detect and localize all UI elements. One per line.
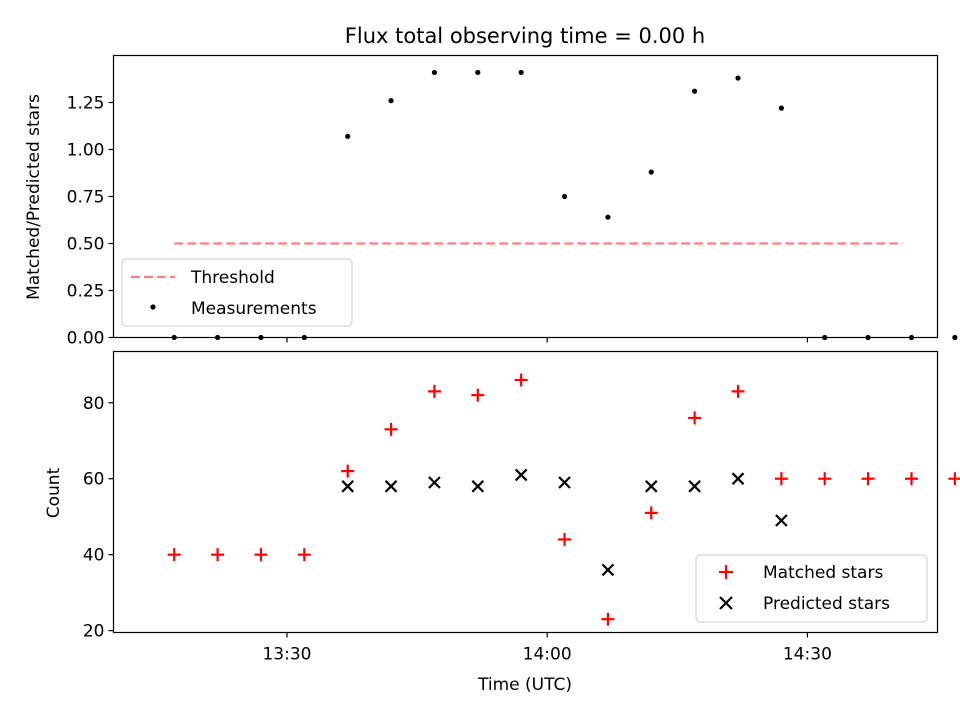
measurement-point (692, 88, 698, 94)
measurements-legend-label: Measurements (191, 299, 317, 319)
count-x-tick-label: 14:00 (523, 645, 572, 665)
chart-title: Flux total observing time = 0.00 h (345, 24, 705, 48)
matched-star-point (904, 472, 918, 486)
ratio-x-ticks (286, 337, 808, 343)
matched-star-point (384, 422, 398, 436)
ratio-legend-box (121, 258, 353, 327)
ratio-y-axis-label: Matched/Predicted stars (24, 94, 44, 300)
ratio-y-ticks: 0.00 0.25 0.50 0.75 1.00 1.25 (67, 94, 114, 349)
ratio-y-tick-label: 1.25 (67, 94, 105, 114)
matched-legend-label: Matched stars (763, 563, 883, 583)
count-panel-frame (112, 350, 939, 634)
predicted-star-point (601, 563, 615, 577)
count-x-tick-label: 14:30 (783, 645, 832, 665)
measurement-point (605, 214, 611, 220)
x-axis-label: Time (UTC) (477, 675, 572, 695)
ratio-y-tick-label: 1.00 (67, 141, 105, 161)
measurement-point (952, 334, 958, 341)
ratio-panel: 0.00 0.25 0.50 0.75 1.00 1.25 Matched/Predict… (24, 54, 958, 349)
measurements-legend-swatch (150, 304, 156, 310)
matched-star-point (818, 472, 832, 486)
count-plot-area (167, 373, 960, 626)
matched-star-point (471, 388, 485, 402)
matched-star-point (558, 532, 572, 546)
predicted-star-point (514, 468, 528, 482)
count-x-tick-label: 13:30 (262, 645, 311, 665)
ratio-y-tick-label: 0.75 (67, 188, 105, 208)
matched-legend-swatch (719, 565, 733, 579)
predicted-star-point (558, 476, 571, 489)
matched-star-point (688, 411, 702, 425)
count-y-tick-label: 40 (83, 546, 105, 566)
count-y-axis-label: Count (44, 467, 64, 518)
predicted-star-point (644, 480, 658, 493)
count-y-tick-label: 20 (83, 622, 105, 642)
ratio-y-tick-label: 0.25 (67, 282, 105, 302)
matched-star-point (601, 612, 615, 626)
ratio-plot-area (171, 69, 958, 341)
measurement-point (388, 98, 394, 104)
predicted-legend-swatch (719, 596, 733, 610)
predicted-star-point (471, 480, 485, 493)
measurement-point (735, 75, 741, 81)
matched-star-point (514, 373, 528, 387)
threshold-legend-label: Threshold (190, 268, 275, 288)
matched-star-point (341, 464, 355, 478)
predicted-star-point (731, 472, 745, 485)
predicted-star-point (384, 480, 398, 493)
matched-star-point (427, 384, 441, 398)
matched-star-point (948, 472, 960, 486)
count-y-ticks: 20 40 60 80 (83, 394, 114, 642)
count-y-tick-label: 80 (83, 394, 105, 414)
matched-star-point (211, 548, 225, 562)
predicted-star-point (688, 480, 701, 493)
predicted-legend-label: Predicted stars (763, 594, 890, 614)
ratio-y-tick-label: 0.50 (67, 235, 105, 255)
matched-star-point (297, 548, 311, 562)
measurement-point (561, 193, 568, 200)
measurement-point (345, 133, 351, 139)
predicted-star-point (428, 476, 441, 489)
ratio-y-tick-label: 0.00 (67, 329, 105, 349)
matched-star-point (644, 506, 658, 520)
ratio-legend: Threshold Measurements (121, 258, 353, 327)
matched-star-point (254, 548, 268, 562)
measurement-point (648, 169, 654, 175)
matched-star-point (731, 384, 745, 398)
matched-star-point (774, 472, 788, 486)
predicted-star-point (341, 480, 354, 493)
matched-star-point (861, 472, 875, 486)
matched-star-point (167, 548, 181, 562)
measurement-point (518, 69, 524, 76)
count-legend: Matched stars Predicted stars (695, 554, 928, 623)
measurement-point (778, 105, 784, 111)
predicted-star-point (775, 514, 788, 527)
count-legend-box (695, 554, 928, 623)
count-y-tick-label: 60 (83, 470, 105, 490)
measurement-point (431, 69, 438, 76)
measurement-point (475, 69, 481, 76)
